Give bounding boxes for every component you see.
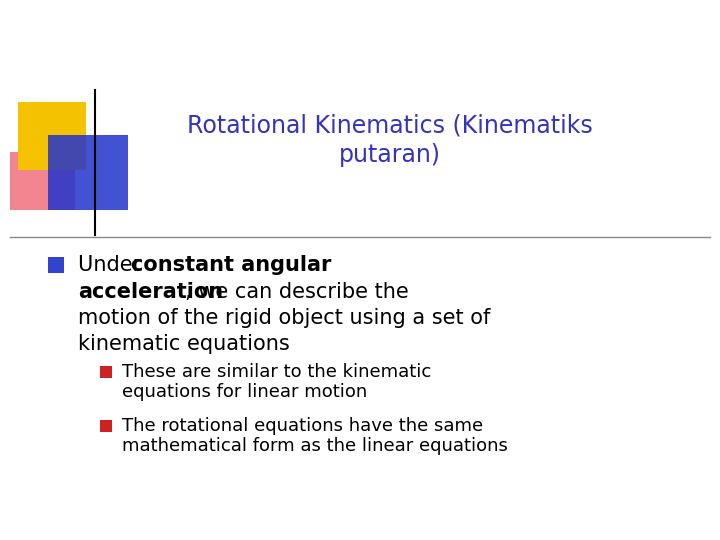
Text: motion of the rigid object using a set of: motion of the rigid object using a set o… bbox=[78, 308, 490, 328]
Text: , we can describe the: , we can describe the bbox=[185, 282, 409, 302]
Bar bbox=[18, 102, 86, 170]
Text: mathematical form as the linear equations: mathematical form as the linear equation… bbox=[122, 437, 508, 455]
Text: kinematic equations: kinematic equations bbox=[78, 334, 289, 354]
Bar bbox=[48, 135, 128, 210]
Bar bbox=[100, 420, 112, 432]
Text: Under: Under bbox=[78, 255, 148, 275]
Bar bbox=[10, 152, 75, 210]
Bar bbox=[48, 257, 64, 273]
Text: These are similar to the kinematic: These are similar to the kinematic bbox=[122, 363, 431, 381]
Text: The rotational equations have the same: The rotational equations have the same bbox=[122, 417, 483, 435]
Text: acceleration: acceleration bbox=[78, 282, 223, 302]
Text: equations for linear motion: equations for linear motion bbox=[122, 383, 367, 401]
Text: constant angular: constant angular bbox=[131, 255, 331, 275]
Text: putaran): putaran) bbox=[339, 143, 441, 167]
Text: Rotational Kinematics (Kinematiks: Rotational Kinematics (Kinematiks bbox=[187, 113, 593, 137]
Bar bbox=[100, 366, 112, 378]
